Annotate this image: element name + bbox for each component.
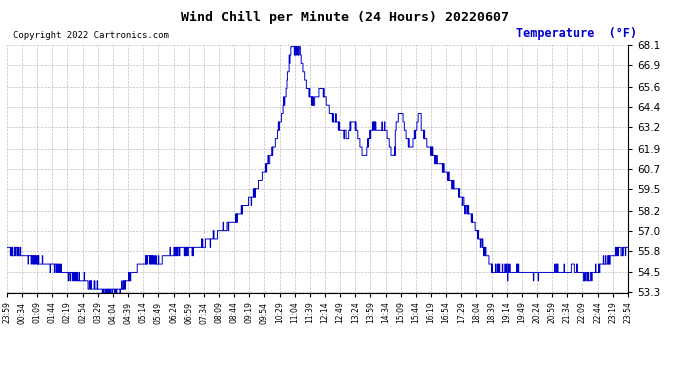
Text: Temperature  (°F): Temperature (°F) xyxy=(516,27,638,40)
Text: Wind Chill per Minute (24 Hours) 20220607: Wind Chill per Minute (24 Hours) 2022060… xyxy=(181,11,509,24)
Text: Copyright 2022 Cartronics.com: Copyright 2022 Cartronics.com xyxy=(13,31,169,40)
